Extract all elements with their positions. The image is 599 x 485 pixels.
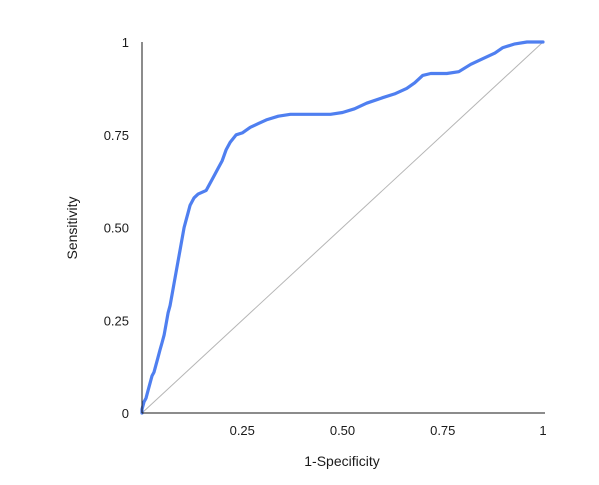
y-tick-label: 0 (122, 406, 129, 421)
y-tick-labels: 0 0.25 0.50 0.75 1 (104, 35, 129, 421)
x-tick-label: 0.25 (230, 423, 255, 438)
y-axis-title: Sensitivity (64, 196, 80, 259)
x-axis-title: 1-Specificity (304, 453, 379, 469)
x-tick-label: 0.75 (430, 423, 455, 438)
x-tick-label: 1 (539, 423, 546, 438)
x-tick-label: 0.50 (330, 423, 355, 438)
roc-curve-line (140, 40, 545, 415)
x-tick-labels: 0.25 0.50 0.75 1 (230, 423, 547, 438)
reference-diagonal-line (141, 41, 544, 414)
y-tick-label: 0.25 (104, 313, 129, 328)
y-tick-label: 0.50 (104, 221, 129, 236)
y-tick-label: 1 (122, 35, 129, 50)
y-tick-label: 0.75 (104, 128, 129, 143)
